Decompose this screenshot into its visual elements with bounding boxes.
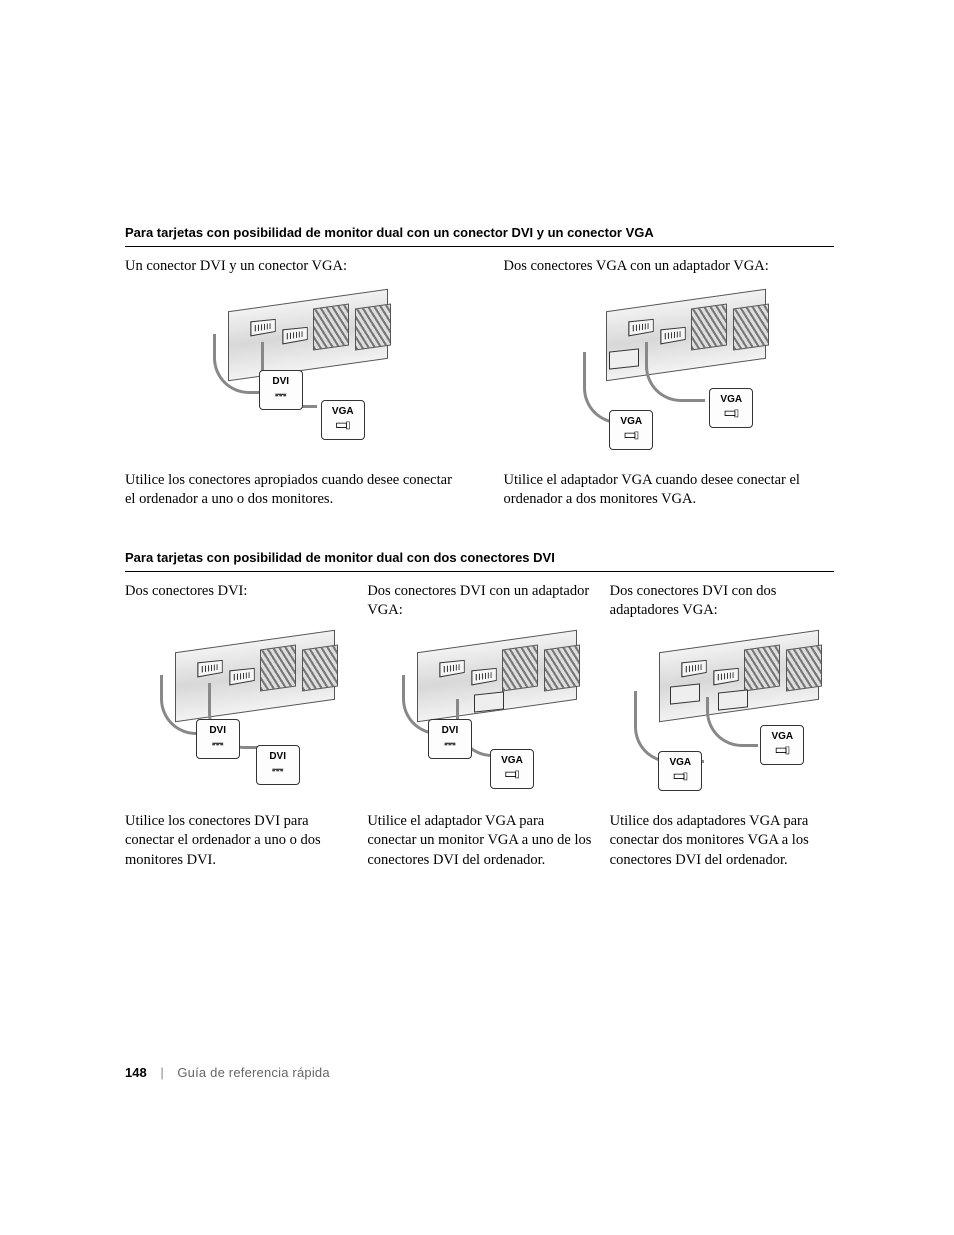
section-dvi-vga: Para tarjetas con posibilidad de monitor… (125, 225, 834, 510)
col-title: Dos conectores VGA con un adaptador VGA: (504, 257, 835, 277)
vga-icon (774, 744, 790, 758)
section-heading: Para tarjetas con posibilidad de monitor… (125, 550, 834, 572)
vga-icon (723, 407, 739, 421)
footer-divider: | (160, 1065, 163, 1080)
monitor-icon-dvi: DVI (196, 719, 240, 759)
vga-icon (335, 419, 351, 433)
connector-label: VGA (620, 417, 642, 427)
section2-col-1: Dos conectores DVI con un adaptador VGA:… (367, 582, 591, 871)
vga-icon (504, 768, 520, 782)
footer-title: Guía de referencia rápida (177, 1065, 329, 1080)
page-footer: 148 | Guía de referencia rápida (125, 1065, 330, 1080)
connector-label: VGA (771, 732, 793, 742)
monitor-icon-vga: VGA (658, 751, 702, 791)
section-heading: Para tarjetas con posibilidad de monitor… (125, 225, 834, 247)
diagram: VGA VGA (504, 289, 835, 457)
monitor-icon-vga: VGA (609, 410, 653, 450)
diagram: DVI VGA (367, 630, 591, 798)
connector-label: DVI (269, 752, 286, 762)
dvi-icon (272, 764, 283, 778)
connector-label: VGA (669, 758, 691, 768)
diagram: VGA VGA (610, 630, 834, 798)
section1-col-1: Dos conectores VGA con un adaptador VGA:… (504, 257, 835, 510)
connector-label: VGA (720, 395, 742, 405)
vga-icon (672, 770, 688, 784)
monitor-icon-vga: VGA (490, 749, 534, 789)
section2-col-0: Dos conectores DVI: DVI DVI (125, 582, 349, 871)
section2-col-2: Dos conectores DVI con dos adaptadores V… (610, 582, 834, 871)
vga-icon (623, 429, 639, 443)
connector-label: DVI (272, 377, 289, 387)
connector-label: DVI (442, 726, 459, 736)
caption: Utilice los conectores DVI para conectar… (125, 812, 349, 871)
col-title: Dos conectores DVI: (125, 582, 349, 622)
diagram: DVI VGA (125, 289, 456, 457)
dvi-icon (275, 389, 286, 403)
caption: Utilice los conectores apropiados cuando… (125, 471, 456, 510)
caption: Utilice el adaptador VGA para conectar u… (367, 812, 591, 871)
col-title: Dos conectores DVI con dos adaptadores V… (610, 582, 834, 622)
connector-label: DVI (209, 726, 226, 736)
caption: Utilice el adaptador VGA cuando desee co… (504, 471, 835, 510)
col-title: Dos conectores DVI con un adaptador VGA: (367, 582, 591, 622)
monitor-icon-dvi: DVI (259, 370, 303, 410)
connector-label: VGA (332, 407, 354, 417)
monitor-icon-dvi: DVI (428, 719, 472, 759)
section1-row: Un conector DVI y un conector VGA: DVI V… (125, 257, 834, 510)
diagram: DVI DVI (125, 630, 349, 798)
connector-label: VGA (501, 756, 523, 766)
page-number: 148 (125, 1065, 147, 1080)
dvi-icon (444, 738, 455, 752)
section2-row: Dos conectores DVI: DVI DVI (125, 582, 834, 871)
monitor-icon-vga: VGA (709, 388, 753, 428)
monitor-icon-dvi: DVI (256, 745, 300, 785)
col-title: Un conector DVI y un conector VGA: (125, 257, 456, 277)
monitor-icon-vga: VGA (321, 400, 365, 440)
dvi-icon (212, 738, 223, 752)
monitor-icon-vga: VGA (760, 725, 804, 765)
section-dual-dvi: Para tarjetas con posibilidad de monitor… (125, 550, 834, 871)
caption: Utilice dos adaptadores VGA para conecta… (610, 812, 834, 871)
section1-col-0: Un conector DVI y un conector VGA: DVI V… (125, 257, 456, 510)
